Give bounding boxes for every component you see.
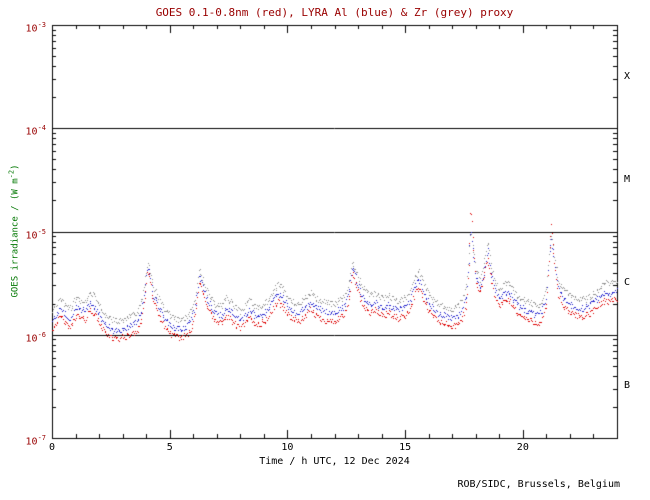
y-tick-base: 10 <box>25 126 38 138</box>
flare-class-label-m: M <box>624 173 631 185</box>
x-tick-label: 5 <box>166 442 173 453</box>
x-tick-label: 20 <box>516 442 529 453</box>
y-tick-label: 10-6 <box>0 329 46 345</box>
x-tick-label: 15 <box>399 442 412 453</box>
x-axis-label: Time / h UTC, 12 Dec 2024 <box>259 456 410 467</box>
y-tick-exponent: -5 <box>37 227 46 236</box>
x-tick-label: 0 <box>48 442 56 453</box>
y-tick-base: 10 <box>25 436 38 448</box>
y-tick-label: 10-4 <box>0 122 46 138</box>
y-tick-base: 10 <box>25 333 38 345</box>
y-tick-exponent: -4 <box>37 124 46 133</box>
y-tick-label: 10-3 <box>0 19 46 35</box>
y-tick-label: 10-7 <box>0 432 46 448</box>
flare-class-label-c: C <box>624 277 631 289</box>
x-tick-label: 10 <box>281 442 294 453</box>
y-tick-exponent: -3 <box>37 21 46 29</box>
flare-class-label-b: B <box>624 380 631 392</box>
y-tick-base: 10 <box>25 229 38 241</box>
y-tick-exponent: -7 <box>37 434 46 442</box>
flare-class-label-x: X <box>624 70 631 82</box>
credit-text: ROB/SIDC, Brussels, Belgium <box>457 479 620 490</box>
y-tick-base: 10 <box>25 23 38 35</box>
y-tick-exponent: -6 <box>37 330 46 339</box>
y-tick-label: 10-5 <box>0 226 46 242</box>
